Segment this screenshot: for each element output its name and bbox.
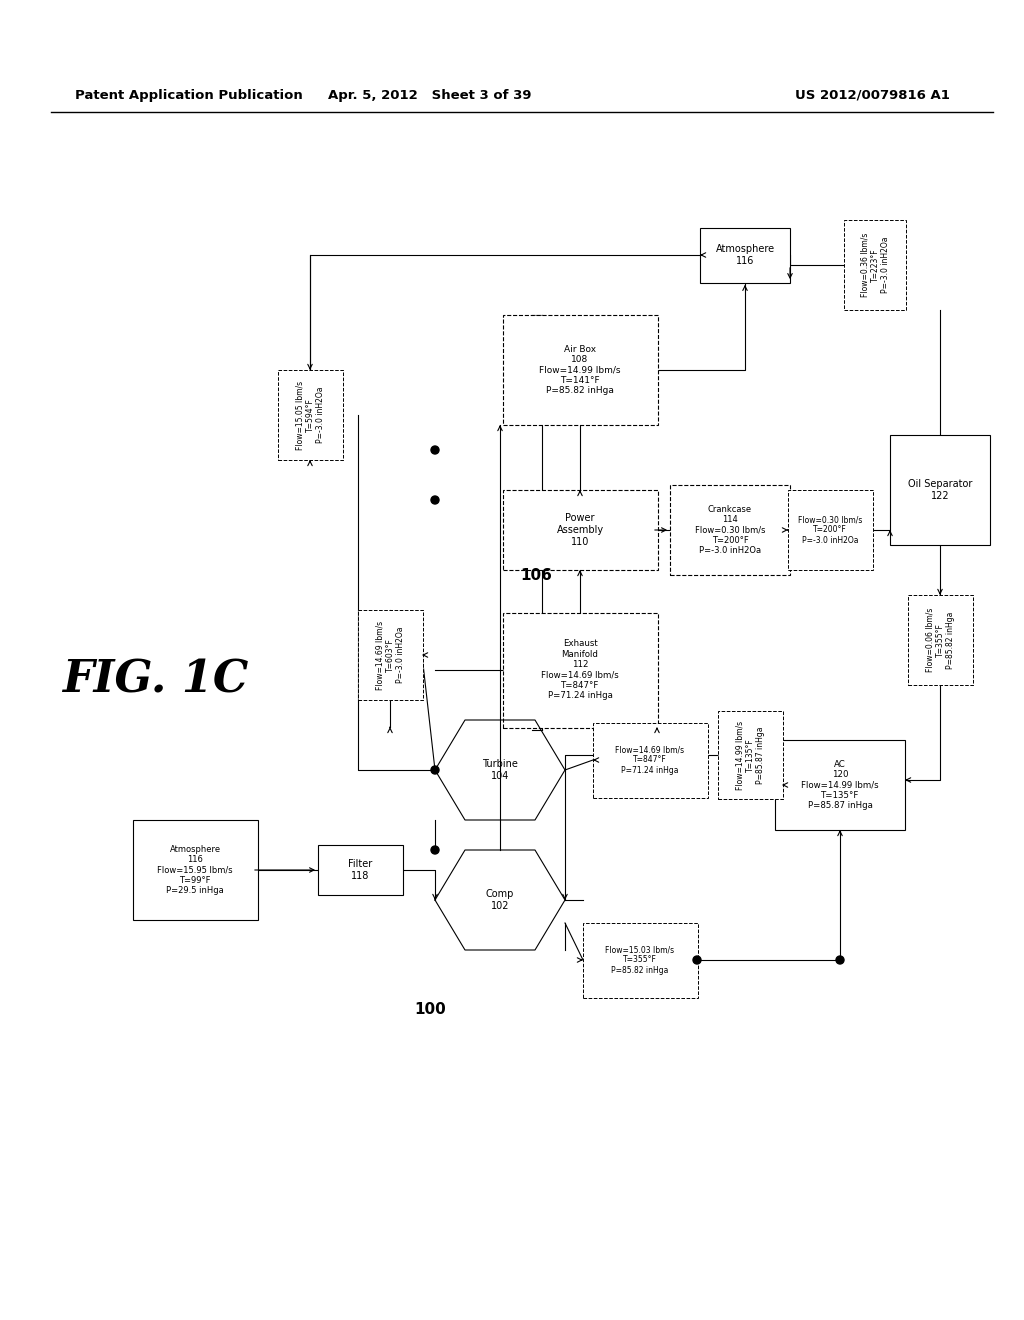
Bar <box>718 711 782 799</box>
Text: Flow=0.06 lbm/s
T=355°F
P=85.82 inHga: Flow=0.06 lbm/s T=355°F P=85.82 inHga <box>925 607 955 672</box>
Text: Flow=15.03 lbm/s
T=355°F
P=85.82 inHga: Flow=15.03 lbm/s T=355°F P=85.82 inHga <box>605 945 675 975</box>
Text: Flow=14.69 lbm/s
T=847°F
P=71.24 inHga: Flow=14.69 lbm/s T=847°F P=71.24 inHga <box>615 744 685 775</box>
Text: Atmosphere
116: Atmosphere 116 <box>716 244 774 265</box>
Text: Flow=0.36 lbm/s
T=223°F
P=-3.0 inH2Oa: Flow=0.36 lbm/s T=223°F P=-3.0 inH2Oa <box>860 232 890 297</box>
Text: 106: 106 <box>520 568 552 582</box>
Bar <box>503 315 657 425</box>
Bar <box>278 370 342 459</box>
Text: Exhaust
Manifold
112
Flow=14.69 lbm/s
T=847°F
P=71.24 inHga: Exhaust Manifold 112 Flow=14.69 lbm/s T=… <box>541 639 618 701</box>
Bar <box>670 484 790 576</box>
Polygon shape <box>435 719 565 820</box>
Text: Flow=0.30 lbm/s
T=200°F
P=-3.0 inH2Oa: Flow=0.30 lbm/s T=200°F P=-3.0 inH2Oa <box>798 515 862 545</box>
Bar <box>317 845 402 895</box>
Text: Flow=15.05 lbm/s
T=594°F
P=-3.0 inH2Oa: Flow=15.05 lbm/s T=594°F P=-3.0 inH2Oa <box>295 380 325 450</box>
Polygon shape <box>435 850 565 950</box>
Circle shape <box>836 956 844 964</box>
Circle shape <box>693 956 701 964</box>
Text: Turbine
104: Turbine 104 <box>482 759 518 781</box>
Bar <box>357 610 423 700</box>
Bar <box>890 436 990 545</box>
Bar <box>132 820 257 920</box>
Bar <box>583 923 697 998</box>
Bar <box>787 490 872 570</box>
Text: Atmosphere
116
Flow=15.95 lbm/s
T=99°F
P=29.5 inHga: Atmosphere 116 Flow=15.95 lbm/s T=99°F P… <box>158 845 232 895</box>
Text: Comp
102: Comp 102 <box>485 890 514 911</box>
Text: AC
120
Flow=14.99 lbm/s
T=135°F
P=85.87 inHga: AC 120 Flow=14.99 lbm/s T=135°F P=85.87 … <box>801 760 879 810</box>
Bar <box>503 490 657 570</box>
Text: Filter
118: Filter 118 <box>348 859 372 880</box>
Text: Patent Application Publication: Patent Application Publication <box>75 88 303 102</box>
Text: Flow=14.69 lbm/s
T=603°F
P=-3.0 inH2Oa: Flow=14.69 lbm/s T=603°F P=-3.0 inH2Oa <box>375 620 404 689</box>
Circle shape <box>431 496 439 504</box>
Text: Crankcase
114
Flow=0.30 lbm/s
T=200°F
P=-3.0 inH2Oa: Crankcase 114 Flow=0.30 lbm/s T=200°F P=… <box>694 504 765 556</box>
Bar <box>593 722 708 797</box>
Bar <box>907 595 973 685</box>
Text: 100: 100 <box>414 1002 445 1018</box>
Bar <box>503 612 657 727</box>
Bar <box>700 227 790 282</box>
Text: FIG. 1C: FIG. 1C <box>61 659 248 701</box>
Text: Flow=14.99 lbm/s
T=135°F
P=85.87 inHga: Flow=14.99 lbm/s T=135°F P=85.87 inHga <box>735 721 765 789</box>
Text: US 2012/0079816 A1: US 2012/0079816 A1 <box>795 88 950 102</box>
Circle shape <box>431 766 439 774</box>
Bar <box>775 741 905 830</box>
Bar <box>844 220 906 310</box>
Circle shape <box>431 846 439 854</box>
Text: Apr. 5, 2012   Sheet 3 of 39: Apr. 5, 2012 Sheet 3 of 39 <box>329 88 531 102</box>
Text: Oil Separator
122: Oil Separator 122 <box>908 479 972 500</box>
Text: Air Box
108
Flow=14.99 lbm/s
T=141°F
P=85.82 inHga: Air Box 108 Flow=14.99 lbm/s T=141°F P=8… <box>540 345 621 395</box>
Text: Power
Assembly
110: Power Assembly 110 <box>556 513 603 546</box>
Circle shape <box>431 446 439 454</box>
